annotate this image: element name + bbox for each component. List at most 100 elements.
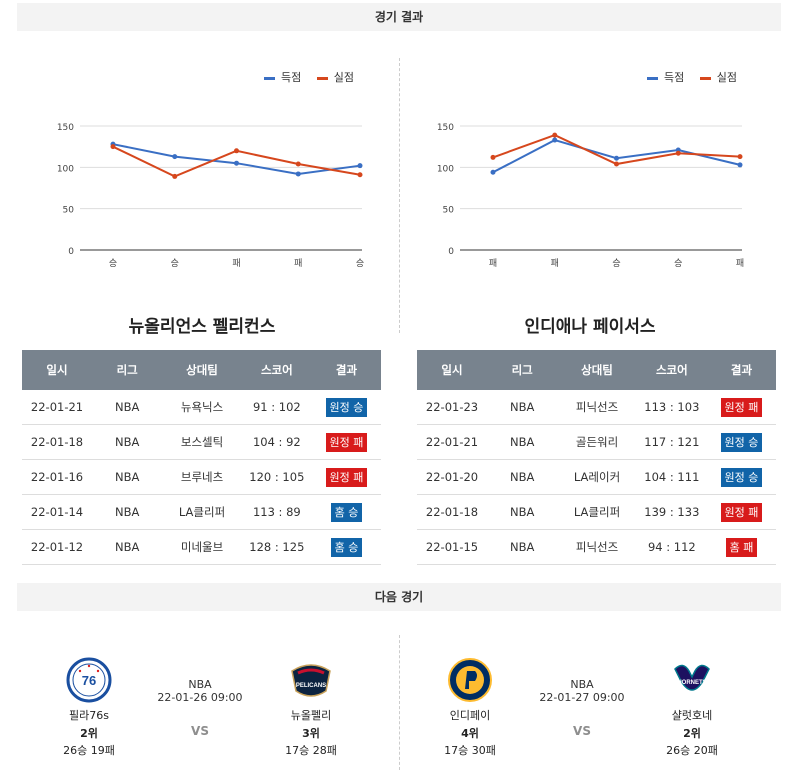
table-header-row: 일시 리그 상대팀 스코어 결과	[22, 350, 381, 390]
x-tick-label: 패	[736, 258, 744, 269]
game-league: NBA	[487, 424, 558, 460]
match-datetime: 22-01-27 09:00	[539, 691, 625, 704]
data-point	[234, 148, 239, 154]
y-tick-label: 0	[68, 247, 74, 257]
game-league: NBA	[92, 424, 163, 460]
game-score: 113 : 103	[636, 390, 707, 425]
game-date: 22-01-12	[22, 529, 93, 565]
game-score: 104 : 111	[636, 459, 707, 495]
data-point	[110, 144, 116, 150]
data-point	[552, 137, 558, 143]
match1-home-team[interactable]: 76 필라76s 2위 26승 19패	[44, 657, 134, 758]
table-row: 22-01-18 NBA LA클리퍼 139 : 133 원정 패	[417, 494, 776, 530]
legend-scored: 득점	[264, 69, 301, 85]
y-tick-label: 150	[57, 123, 74, 133]
game-score: 139 : 133	[636, 494, 707, 530]
table-row: 22-01-18 NBA 보스셀틱 104 : 92 원정 패	[22, 424, 381, 460]
team-record: 17승 28패	[285, 744, 337, 757]
x-tick-label: 패	[294, 258, 302, 269]
game-date: 22-01-18	[22, 424, 93, 460]
data-point	[234, 160, 239, 166]
left-team-title: 뉴올리언스 펠리컨스	[128, 317, 276, 337]
team-rank: 2위	[80, 727, 98, 740]
right-chart-svg: 0 50 100 150 패 패 승 승 패	[437, 123, 744, 269]
table-row: 22-01-14 NBA LA클리퍼 113 : 89 홈 승	[22, 494, 381, 530]
game-league: NBA	[487, 459, 558, 495]
philadelphia-76ers-logo-icon: 76	[66, 657, 112, 703]
y-tick-label: 50	[443, 206, 455, 216]
header-date: 일시	[417, 350, 488, 390]
result-badge: 원정 패	[325, 432, 368, 452]
result-badge: 원정 승	[720, 432, 763, 452]
game-date: 22-01-14	[22, 494, 93, 530]
game-result-cell: 원정 승	[706, 459, 776, 495]
team-record: 26승 19패	[63, 744, 115, 757]
table-row: 22-01-15 NBA 피닉선즈 94 : 112 홈 패	[417, 529, 776, 565]
result-badge: 원정 승	[325, 397, 368, 417]
header-result: 결과	[311, 350, 381, 390]
svg-text:76: 76	[82, 673, 96, 688]
data-point	[614, 155, 619, 161]
game-date: 22-01-16	[22, 459, 93, 495]
game-date: 22-01-15	[417, 529, 488, 565]
y-tick-label: 0	[448, 247, 454, 257]
game-result-cell: 홈 승	[311, 529, 381, 565]
legend-conceded: 실점	[316, 69, 354, 85]
game-score: 128 : 125	[241, 529, 312, 565]
game-score: 91 : 102	[241, 390, 312, 425]
right-team-title: 인디애나 페이서스	[524, 317, 656, 337]
game-league: NBA	[92, 494, 163, 530]
result-badge: 홈 승	[330, 502, 363, 522]
team-record: 26승 20패	[666, 744, 718, 757]
game-date: 22-01-18	[417, 494, 488, 530]
indiana-pacers-logo-icon	[447, 657, 493, 703]
x-tick-label: 패	[551, 258, 559, 269]
game-opponent: 골든워리	[557, 424, 637, 460]
y-tick-label: 50	[63, 206, 75, 216]
game-result-cell: 원정 패	[311, 459, 381, 495]
table-row: 22-01-21 NBA 골든워리 117 : 121 원정 승	[417, 424, 776, 460]
data-point	[737, 154, 743, 160]
data-point	[490, 154, 496, 160]
legend-conceded: 실점	[699, 69, 737, 85]
vs-label: VS	[191, 724, 209, 738]
result-badge: 홈 패	[725, 537, 758, 557]
left-chart-svg: 0 50 100 150 승 승 패 패 승	[57, 123, 364, 269]
game-league: NBA	[487, 529, 558, 565]
game-score: 104 : 92	[241, 424, 312, 460]
game-date: 22-01-21	[417, 424, 488, 460]
game-result-cell: 원정 승	[311, 390, 381, 425]
result-badge: 원정 패	[325, 467, 368, 487]
x-tick-label: 승	[109, 258, 117, 269]
data-point	[172, 173, 178, 179]
data-point	[295, 161, 301, 167]
match2-home-team[interactable]: 인디페이 4위 17승 30패	[425, 657, 515, 758]
match1-away-team[interactable]: PELICANS 뉴올펠리 3위 17승 28패	[266, 657, 356, 758]
game-score: 120 : 105	[241, 459, 312, 495]
table-row: 22-01-20 NBA LA레이커 104 : 111 원정 승	[417, 459, 776, 495]
result-badge: 원정 패	[720, 502, 763, 522]
game-opponent: LA레이커	[557, 459, 637, 495]
next-games-section-title: 다음 경기	[17, 583, 781, 611]
game-date: 22-01-23	[417, 390, 488, 425]
table-row: 22-01-23 NBA 피닉선즈 113 : 103 원정 패	[417, 390, 776, 425]
header-score: 스코어	[241, 350, 312, 390]
result-badge: 홈 승	[330, 537, 363, 557]
game-result-cell: 원정 패	[706, 494, 776, 530]
game-league: NBA	[487, 494, 558, 530]
data-point	[357, 163, 363, 169]
y-tick-label: 100	[57, 164, 74, 174]
game-score: 113 : 89	[241, 494, 312, 530]
header-opponent: 상대팀	[162, 350, 242, 390]
table-header-row: 일시 리그 상대팀 스코어 결과	[417, 350, 776, 390]
y-tick-label: 100	[437, 164, 454, 174]
team-name: 인디페이	[449, 709, 491, 722]
table-row: 22-01-21 NBA 뉴욕닉스 91 : 102 원정 승	[22, 390, 381, 425]
game-score: 117 : 121	[636, 424, 707, 460]
match1-info: NBA 22-01-26 09:00	[145, 678, 255, 704]
match2-away-team[interactable]: HORNETS 샬럿호네 2위 26승 20패	[647, 657, 737, 758]
game-result-cell: 원정 패	[706, 390, 776, 425]
data-point	[172, 154, 178, 160]
legend-scored: 득점	[647, 69, 684, 85]
column-divider	[399, 58, 400, 333]
